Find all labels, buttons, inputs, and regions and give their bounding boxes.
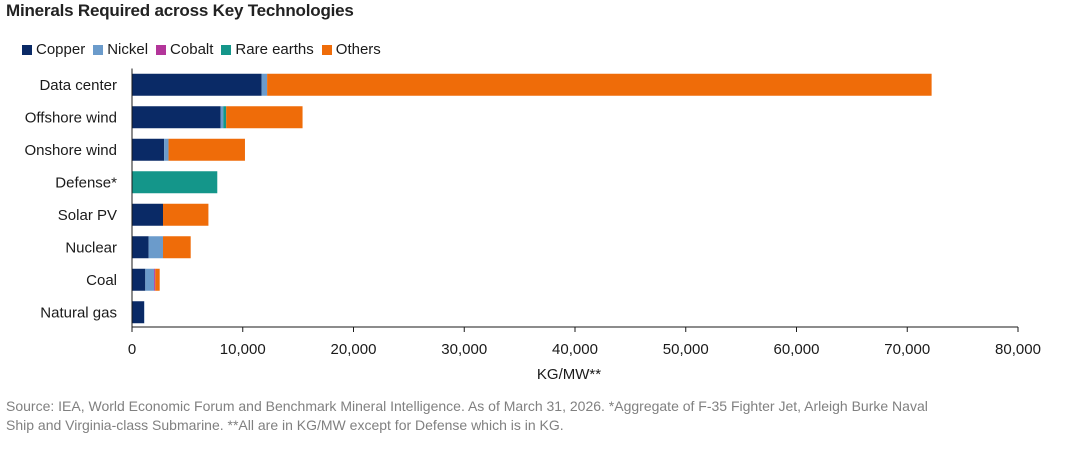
- x-tick-label: 40,000: [552, 341, 598, 358]
- y-tick-label-data-center: Data center: [39, 77, 117, 94]
- y-tick-label-onshore-wind: Onshore wind: [24, 142, 117, 159]
- footnote: Source: IEA, World Economic Forum and Be…: [6, 397, 1066, 435]
- y-tick-label-solar-pv: Solar PV: [58, 207, 117, 224]
- bar-onshore-wind-nickel: [164, 138, 169, 161]
- x-tick-label: 10,000: [220, 341, 266, 358]
- y-tick-label-defense: Defense*: [55, 174, 117, 191]
- y-tick-label-nuclear: Nuclear: [65, 239, 117, 256]
- x-axis-title: KG/MW**: [537, 366, 601, 383]
- x-tick-label: 60,000: [774, 341, 820, 358]
- bar-coal-cobalt: [154, 268, 156, 291]
- legend-label-copper: Copper: [36, 41, 86, 58]
- bar-data-center-others: [267, 73, 932, 96]
- bar-solar-pv-copper: [132, 203, 164, 226]
- legend-swatch-cobalt: [156, 44, 167, 55]
- bar-solar-pv-others: [163, 203, 209, 226]
- x-tick-label: 50,000: [663, 341, 709, 358]
- legend-label-nickel: Nickel: [107, 41, 149, 58]
- bar-nuclear-copper: [132, 236, 149, 259]
- y-tick-label-coal: Coal: [86, 272, 117, 289]
- bar-data-center-nickel: [261, 73, 268, 96]
- legend-label-rare-earths: Rare earths: [235, 41, 314, 58]
- chart-title: Minerals Required across Key Technologie…: [6, 1, 354, 20]
- bar-offshore-wind-others: [226, 106, 303, 129]
- x-tick-label: 70,000: [884, 341, 930, 358]
- footnote-line-2: Ship and Virginia-class Submarine. **All…: [6, 417, 564, 433]
- y-tick-label-offshore-wind: Offshore wind: [25, 109, 117, 126]
- legend-item-nickel: Nickel: [93, 41, 148, 58]
- bar-offshore-wind-copper: [132, 106, 221, 129]
- x-tick-label: 20,000: [331, 341, 377, 358]
- bar-natural-gas-copper: [132, 301, 145, 324]
- bar-onshore-wind-others: [168, 138, 245, 161]
- legend-swatch-others: [321, 44, 332, 55]
- bar-coal-others: [155, 268, 160, 291]
- bar-data-center-copper: [132, 73, 262, 96]
- bar-offshore-wind-nickel: [220, 106, 224, 129]
- x-tick-label: 80,000: [995, 341, 1041, 358]
- legend-item-copper: Copper: [22, 41, 85, 58]
- bar-coal-nickel: [145, 268, 155, 291]
- legend-label-others: Others: [335, 41, 381, 58]
- legend-label-cobalt: Cobalt: [170, 41, 214, 58]
- y-tick-label-natural-gas: Natural gas: [40, 304, 117, 321]
- bar-nuclear-nickel: [148, 236, 164, 259]
- legend-swatch-nickel: [93, 44, 104, 55]
- legend-swatch-copper: [22, 44, 32, 55]
- footnote-line-1: Source: IEA, World Economic Forum and Be…: [6, 398, 928, 414]
- x-tick-label: 0: [128, 341, 136, 358]
- chart-plot: Data center Offshore wind Onshore wind Defe…: [24, 68, 1041, 383]
- bar-offshore-wind-rare-earths: [223, 106, 227, 129]
- legend: Copper Nickel Cobalt Rare earths Others: [22, 41, 389, 58]
- bar-defense-rare-earths: [132, 171, 218, 194]
- legend-item-others: Others: [321, 41, 381, 58]
- bar-coal-copper: [132, 268, 146, 291]
- bar-onshore-wind-copper: [132, 138, 165, 161]
- legend-swatch-rare-earths: [221, 44, 232, 55]
- legend-item-cobalt: Cobalt: [156, 41, 213, 58]
- bar-nuclear-others: [163, 236, 191, 259]
- x-tick-label: 30,000: [441, 341, 487, 358]
- legend-item-rare-earths: Rare earths: [221, 41, 314, 58]
